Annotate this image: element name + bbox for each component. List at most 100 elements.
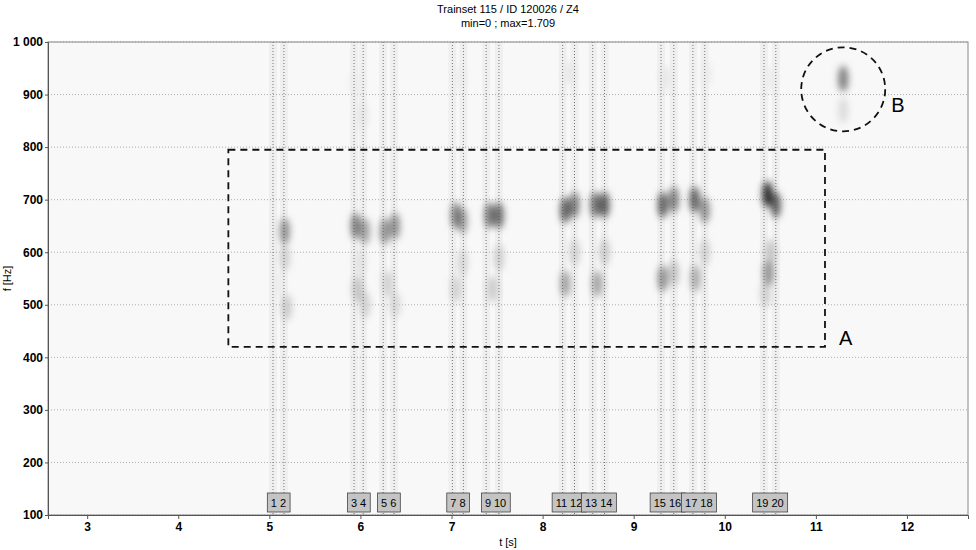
cell [360, 218, 370, 244]
x-tick: 7 [449, 515, 456, 534]
x-tick-mark [360, 515, 361, 519]
x-tick-label: 12 [901, 520, 915, 534]
cell [351, 71, 361, 97]
axle-line [775, 42, 776, 515]
axle-line [574, 42, 575, 515]
x-tick-label: 4 [175, 520, 182, 534]
y-tick-mark [45, 357, 48, 358]
grid-line [48, 252, 968, 253]
axle-line [692, 42, 693, 515]
y-axis-line [45, 43, 49, 516]
y-tick-mark [45, 462, 48, 463]
x-tick-mark [87, 515, 88, 519]
x-tick: 3 [84, 515, 91, 534]
axle-line [383, 42, 384, 515]
cell [457, 250, 467, 276]
axle-line [704, 42, 705, 515]
axle-label: 6 [390, 497, 396, 509]
axle-box [581, 493, 616, 512]
chart: 1234567891011121314151617181920AB3456789… [0, 0, 976, 550]
x-tick-label: 3 [84, 520, 91, 534]
axle-line [283, 42, 284, 515]
axle-label: 14 [600, 497, 612, 509]
x-tick: 12 [901, 515, 915, 534]
grid-line [48, 147, 968, 148]
cell [658, 266, 668, 292]
axle-line [452, 42, 453, 515]
cell [357, 103, 367, 129]
y-axis: 1002003004005006007008009001 000 [13, 35, 49, 522]
y-tick: 500 [23, 298, 48, 312]
cell [658, 192, 668, 218]
grid-line [48, 357, 968, 358]
cell [691, 266, 701, 292]
axle-label: 3 [351, 497, 357, 509]
y-tick-mark [45, 147, 48, 148]
axle-line [463, 42, 464, 515]
cell [560, 197, 570, 223]
axle-box [378, 493, 401, 512]
axle-labels: 1234567891011121314151617181920 [267, 493, 787, 512]
y-tick: 800 [23, 140, 48, 154]
annotation-label: A [839, 327, 853, 349]
y-tick-mark [45, 252, 48, 253]
x-axis-line [49, 516, 969, 520]
x-tick-mark [907, 515, 908, 519]
x-tick: 8 [540, 515, 547, 534]
grid-line [48, 409, 968, 410]
axle-band [495, 42, 503, 515]
cell [838, 97, 848, 123]
axle-box [753, 493, 788, 512]
y-tick: 200 [23, 456, 48, 470]
axle-line [272, 42, 273, 515]
y-tick-label: 100 [23, 508, 43, 522]
axle-line [354, 42, 355, 515]
cell [456, 66, 466, 92]
cell [494, 202, 504, 228]
axle-pair: 1516 [650, 493, 685, 512]
axle-pair: 1314 [581, 493, 616, 512]
axle-label: 19 [756, 497, 768, 509]
axle-box [447, 493, 470, 512]
y-tick-mark [45, 200, 48, 201]
axle-box [267, 493, 290, 512]
cell [765, 66, 775, 92]
x-axis-title: t [s] [499, 536, 517, 548]
axle-label: 4 [360, 497, 366, 509]
axle-bands [269, 42, 780, 515]
axle-pair: 78 [447, 493, 470, 512]
x-tick-mark [634, 515, 635, 519]
x-tick-mark [725, 515, 726, 519]
axle-label: 7 [450, 497, 456, 509]
grid-line [48, 462, 968, 463]
x-tick-mark [816, 515, 817, 519]
cells [273, 61, 848, 321]
x-tick-label: 9 [631, 520, 638, 534]
x-tick-label: 6 [358, 520, 365, 534]
axle-label: 11 [556, 497, 567, 509]
x-tick-mark [269, 515, 270, 519]
cell [560, 271, 570, 297]
axle-line [486, 42, 487, 515]
axle-label: 16 [669, 497, 681, 509]
cell [457, 208, 467, 234]
cell [590, 192, 600, 218]
axle-lines [273, 42, 776, 515]
axle-line [661, 42, 662, 515]
y-tick: 1 000 [13, 35, 48, 49]
x-tick-label: 7 [449, 520, 456, 534]
x-tick-mark [178, 515, 179, 519]
y-tick-label: 400 [23, 351, 43, 365]
axle-box [650, 493, 685, 512]
axle-label: 9 [485, 497, 491, 509]
axle-label: 18 [700, 497, 712, 509]
cell [661, 66, 671, 92]
y-tick-label: 500 [23, 298, 43, 312]
y-tick: 700 [23, 193, 48, 207]
y-tick: 900 [23, 88, 48, 102]
y-tick-label: 900 [23, 88, 43, 102]
axle-line [363, 42, 364, 515]
axle-label: 1 [271, 497, 277, 509]
axle-line [604, 42, 605, 515]
x-tick-label: 5 [267, 520, 274, 534]
